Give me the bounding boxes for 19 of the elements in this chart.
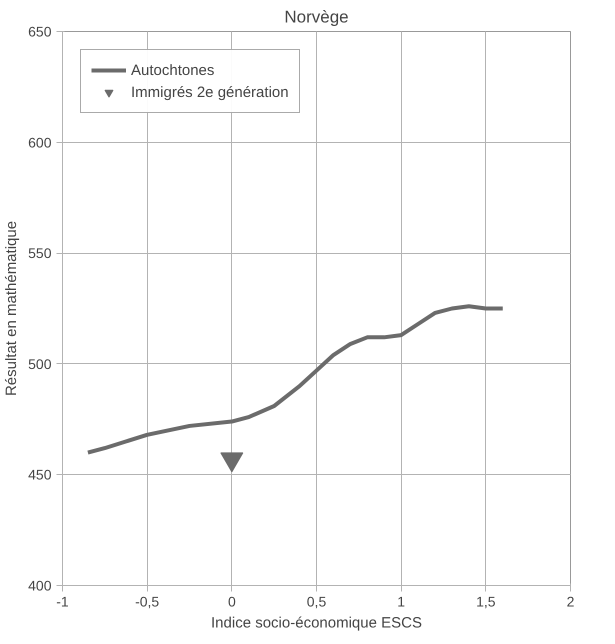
legend-label: Immigrés 2e génération [131,84,289,100]
x-tick-label: 0 [228,594,236,610]
y-tick-label: 400 [28,578,52,594]
line-series [86,304,505,455]
y-tick-label: 650 [28,24,52,40]
x-tick-label: 1,5 [476,594,496,610]
y-tick-label: 550 [28,245,52,262]
x-tick-label: 0,5 [306,594,326,610]
y-axis-title: Résultat en mathématique [3,220,20,396]
x-tick-label: -0,5 [135,594,160,610]
chart-title: Norvège [284,8,349,26]
y-tick-label: 600 [28,134,52,150]
y-tick-label: 450 [28,466,52,483]
x-tick-label: 2 [566,594,575,610]
x-tick-label: 1 [397,594,406,610]
x-axis-title: Indice socio-économique ESCS [211,614,422,632]
legend-label: Autochtones [131,62,214,78]
x-tick-label: -1 [56,594,69,610]
y-tick-label: 500 [28,356,52,372]
